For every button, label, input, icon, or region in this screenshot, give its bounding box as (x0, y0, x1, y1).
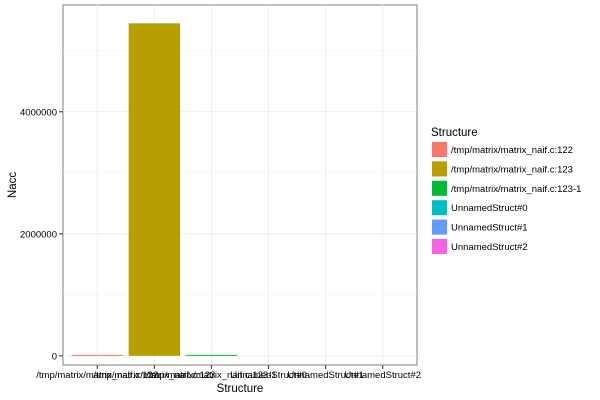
legend-label: UnnamedStruct#0 (451, 203, 528, 214)
legend-swatch (432, 239, 447, 254)
x-axis-ticks: /tmp/matrix/matrix_naif.c:122/tmp/matrix… (36, 365, 421, 381)
x-tick-label: UnnamedStruct#2 (344, 370, 421, 381)
y-tick-label: 0 (52, 351, 57, 362)
legend-label: UnnamedStruct#1 (451, 223, 528, 234)
legend-label: /tmp/matrix/matrix_naif.c:122 (451, 145, 573, 156)
legend-label: /tmp/matrix/matrix_naif.c:123 (451, 164, 573, 175)
y-axis-ticks: 0 2000000 4000000 (20, 107, 63, 362)
y-tick-label: 4000000 (20, 107, 57, 118)
plot-panel (62, 4, 418, 366)
legend-swatch (432, 180, 447, 196)
legend: Structure /tmp/matrix/matrix_naif.c:122 /… (430, 127, 581, 256)
bar (71, 354, 123, 356)
x-tick-label: /tmp/matrix/matrix_naif.c:123-1 (146, 370, 276, 381)
legend-title: Structure (431, 127, 478, 139)
legend-label: /tmp/matrix/matrix_naif.c:123-1 (451, 184, 581, 195)
bars (71, 23, 238, 356)
legend-swatch (432, 161, 447, 177)
x-tick-label: UnnamedStruct#1 (287, 370, 364, 381)
x-axis-title: Structure (217, 383, 264, 395)
grid-lines (63, 5, 417, 365)
legend-swatch (432, 142, 447, 157)
legend-swatch (432, 219, 447, 235)
x-tick-label: UnnamedStruct#0 (230, 370, 307, 381)
legend-label: UnnamedStruct#2 (451, 242, 528, 253)
legend-swatch (432, 200, 447, 216)
y-axis-title: Nacc (7, 172, 19, 198)
x-tick-label: /tmp/matrix/matrix_naif.c:123 (93, 370, 215, 381)
bar (128, 23, 181, 356)
y-tick-label: 2000000 (20, 229, 57, 240)
bar (185, 354, 238, 356)
x-tick-label: /tmp/matrix/matrix_naif.c:122 (36, 370, 158, 381)
